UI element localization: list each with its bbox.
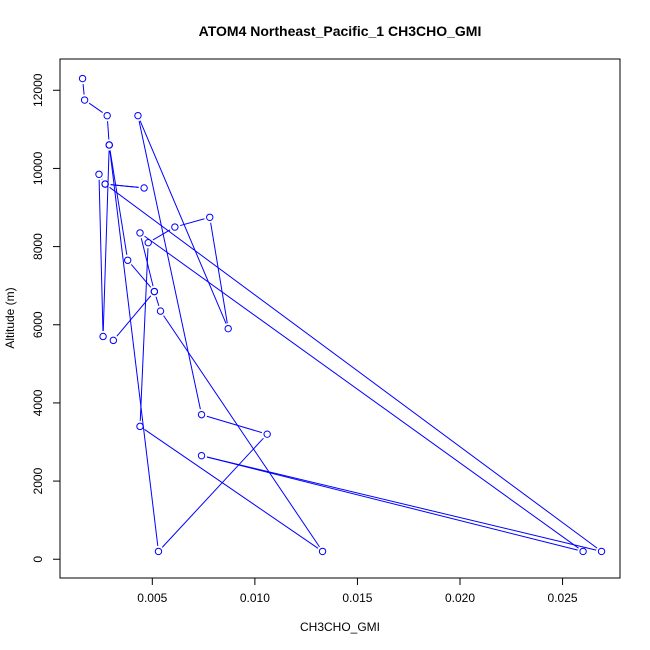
data-point: [99, 332, 107, 341]
series-line-segment: [206, 456, 578, 551]
series-line-segment: [88, 102, 103, 113]
series-line-segment: [163, 315, 320, 548]
y-tick-label: 4000: [31, 389, 45, 416]
series-line-segment: [152, 229, 171, 241]
series-line-segment: [102, 150, 110, 331]
series-line-segment: [144, 235, 579, 549]
data-point: [101, 180, 109, 188]
x-tick-label: 0.010: [240, 591, 270, 605]
data-point: [109, 336, 118, 345]
series-line-segment: [139, 248, 149, 421]
y-tick-label: 10000: [31, 151, 45, 185]
data-point: [224, 324, 232, 333]
series-line-segment: [130, 264, 152, 288]
series-line-segment: [155, 296, 160, 306]
y-tick-label: 6000: [31, 311, 45, 338]
y-axis-label: Altitude (m): [3, 287, 17, 348]
series-line-segment: [161, 437, 264, 548]
data-point: [171, 223, 179, 231]
data-point: [154, 547, 163, 556]
data-point: [206, 213, 214, 221]
data-point: [136, 422, 144, 431]
data-point: [78, 74, 87, 83]
data-point: [80, 96, 89, 104]
data-series: [78, 74, 606, 556]
data-point: [197, 451, 206, 460]
series-line-segment: [109, 186, 598, 549]
series-line-segment: [139, 120, 227, 324]
series-line-segment: [140, 238, 154, 287]
series-line-segment: [107, 121, 110, 140]
data-point: [156, 307, 165, 315]
y-tick-label: 2000: [31, 467, 45, 494]
series-line-segment: [206, 456, 597, 551]
series-line-segment: [109, 150, 128, 255]
data-point: [144, 238, 152, 247]
x-axis-label: CH3CHO_GMI: [300, 620, 380, 634]
plot-area-frame: [59, 58, 621, 579]
series-line-segment: [210, 222, 228, 324]
y-tick-label: 0: [31, 556, 45, 563]
data-point: [318, 547, 327, 556]
data-point: [140, 184, 148, 192]
x-tick-label: 0.020: [445, 591, 475, 605]
data-point: [105, 141, 113, 149]
series-line-segment: [98, 179, 104, 331]
series-line-segment: [138, 120, 201, 410]
data-point: [579, 547, 587, 556]
data-point: [123, 256, 132, 264]
x-tick-label: 0.025: [548, 591, 578, 605]
data-point: [134, 111, 142, 120]
series-line-segment: [144, 429, 319, 549]
series-line-segment: [110, 184, 139, 188]
data-point: [95, 170, 103, 178]
series-line-segment: [206, 415, 263, 434]
chart-title: ATOM4 Northeast_Pacific_1 CH3CHO_GMI: [199, 23, 482, 39]
series-line-segment: [82, 83, 85, 95]
data-point: [136, 229, 144, 237]
series-line-segment: [116, 295, 152, 337]
series-line-segment: [109, 150, 159, 547]
data-point: [197, 410, 206, 419]
y-tick-label: 8000: [31, 233, 45, 260]
x-tick-label: 0.005: [137, 591, 167, 605]
x-axis: 0.005 0.010 0.015 0.020 0.025: [137, 577, 578, 605]
y-tick-label: 12000: [31, 73, 45, 107]
data-point: [103, 111, 111, 120]
y-axis: 0 2000 4000 6000 8000 10000 12000: [31, 73, 61, 563]
x-tick-label: 0.015: [342, 591, 372, 605]
data-point: [150, 287, 159, 296]
data-point: [263, 430, 271, 438]
data-point: [597, 547, 606, 556]
